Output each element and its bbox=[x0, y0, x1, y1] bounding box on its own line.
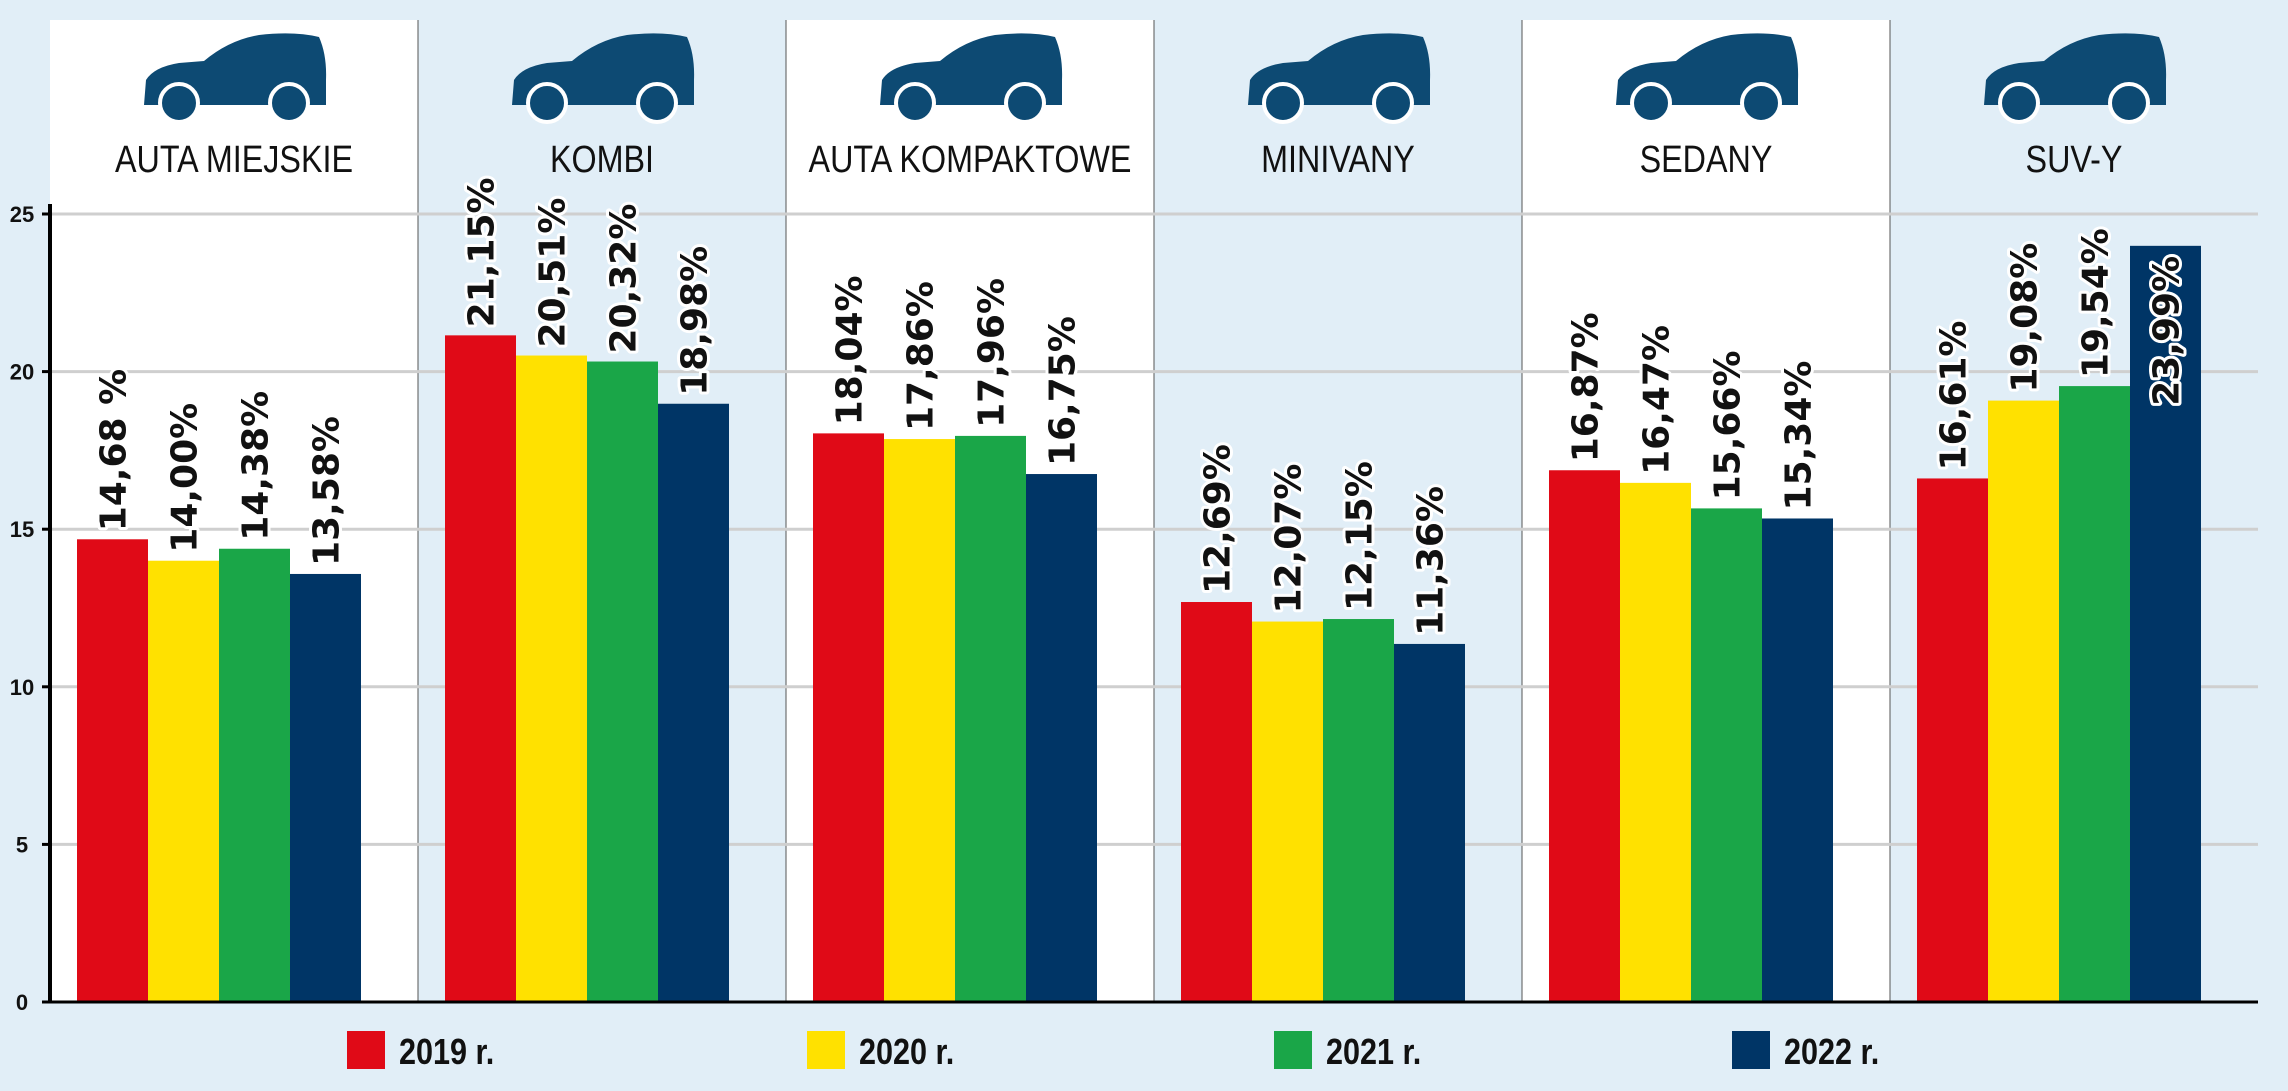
grid-lines bbox=[50, 212, 2258, 846]
car-icon bbox=[880, 33, 1063, 124]
bar bbox=[1252, 621, 1323, 1002]
bar bbox=[148, 560, 219, 1002]
bar bbox=[955, 435, 1026, 1003]
data-label: 12,07% bbox=[1269, 464, 1310, 614]
bar bbox=[1917, 478, 1988, 1003]
bar bbox=[1762, 518, 1833, 1002]
bar bbox=[1691, 508, 1762, 1002]
car-wheel bbox=[1004, 82, 1046, 124]
bar bbox=[884, 439, 955, 1002]
data-label: 17,96% bbox=[972, 278, 1013, 428]
car-wheel bbox=[894, 82, 936, 124]
car-wheel bbox=[158, 82, 200, 124]
y-tick-label: 15 bbox=[10, 517, 34, 542]
legend-swatch bbox=[1732, 1031, 1770, 1069]
bars: 14,68 % 21,15% 18,04% 12,69% 16,87% 16,61% 14,… bbox=[77, 174, 2201, 1003]
data-label: 13,58% bbox=[307, 416, 348, 566]
car-wheel bbox=[2108, 82, 2150, 124]
legend-swatch bbox=[807, 1031, 845, 1069]
y-tick-label: 25 bbox=[10, 202, 34, 227]
y-tick-label: 5 bbox=[16, 832, 28, 857]
data-label: 16,75% bbox=[1043, 316, 1084, 466]
y-tick-label: 10 bbox=[10, 675, 34, 700]
data-label: 12,15% bbox=[1340, 461, 1381, 611]
category-label: AUTA KOMPAKTOWE bbox=[809, 139, 1132, 181]
car-icon bbox=[144, 33, 327, 124]
data-label: 19,54% bbox=[2076, 228, 2117, 378]
car-wheel bbox=[1262, 82, 1304, 124]
y-tick-label: 20 bbox=[10, 360, 34, 385]
data-label: 14,38% bbox=[236, 391, 277, 541]
legend-label: 2022 r. bbox=[1784, 1033, 1879, 1073]
data-label: 23,99% bbox=[2147, 256, 2188, 406]
bar bbox=[290, 573, 361, 1002]
car-icon bbox=[1616, 33, 1799, 124]
data-label: 11,36% bbox=[1411, 486, 1452, 636]
bar bbox=[658, 403, 729, 1003]
legend-swatch bbox=[347, 1031, 385, 1069]
data-label: 18,98% bbox=[675, 246, 716, 396]
bar bbox=[1988, 400, 2059, 1002]
car-icon bbox=[1248, 33, 1431, 124]
category-label: KOMBI bbox=[550, 139, 654, 181]
bar bbox=[2130, 245, 2201, 1002]
data-label: 19,08% bbox=[2005, 243, 2046, 393]
bar bbox=[516, 355, 587, 1003]
bar bbox=[1549, 470, 1620, 1003]
legend-label: 2021 r. bbox=[1326, 1033, 1421, 1073]
car-wheel bbox=[1630, 82, 1672, 124]
y-tick-label: 0 bbox=[16, 990, 28, 1015]
data-label: 14,00% bbox=[165, 403, 206, 553]
car-wheel bbox=[1372, 82, 1414, 124]
bar bbox=[2059, 386, 2130, 1002]
bar bbox=[1181, 602, 1252, 1002]
car-wheel bbox=[636, 82, 678, 124]
bar bbox=[1323, 619, 1394, 1002]
car-wheel bbox=[1740, 82, 1782, 124]
legend-label: 2019 r. bbox=[399, 1033, 494, 1073]
bar bbox=[219, 548, 290, 1002]
legend-swatch bbox=[1274, 1031, 1312, 1069]
data-label: 21,15% bbox=[462, 177, 503, 327]
legend: 2019 r. 2020 r. 2021 r. 2022 r. bbox=[347, 1031, 1879, 1073]
car-wheel bbox=[1998, 82, 2040, 124]
legend-label: 2020 r. bbox=[859, 1033, 954, 1073]
data-label: 18,04% bbox=[830, 275, 871, 425]
data-label: 16,47% bbox=[1637, 325, 1678, 475]
data-label: 17,86% bbox=[901, 281, 942, 431]
category-label: SUV-Y bbox=[2026, 139, 2123, 181]
bar bbox=[77, 539, 148, 1002]
data-label: 20,32% bbox=[604, 204, 645, 354]
bar bbox=[1026, 474, 1097, 1002]
car-wheel bbox=[268, 82, 310, 124]
car-wheel bbox=[526, 82, 568, 124]
category-label: SEDANY bbox=[1640, 139, 1773, 181]
bar bbox=[445, 335, 516, 1002]
bar bbox=[813, 433, 884, 1002]
data-label: 15,34% bbox=[1779, 361, 1820, 511]
bar bbox=[587, 361, 658, 1002]
car-icon bbox=[1984, 33, 2167, 124]
data-label: 15,66% bbox=[1708, 350, 1749, 500]
data-label: 12,69% bbox=[1198, 444, 1239, 594]
category-label: AUTA MIEJSKIE bbox=[115, 139, 353, 181]
category-label: MINIVANY bbox=[1261, 139, 1415, 181]
data-label: 16,87% bbox=[1566, 312, 1607, 462]
data-label: 14,68 % bbox=[94, 369, 135, 531]
bar bbox=[1394, 643, 1465, 1002]
car-icon bbox=[512, 33, 695, 124]
bar bbox=[1620, 482, 1691, 1002]
data-label: 16,61% bbox=[1934, 320, 1975, 470]
data-label: 20,51% bbox=[533, 198, 574, 348]
y-axis: 0 5 10 15 20 25 bbox=[10, 202, 2258, 1015]
